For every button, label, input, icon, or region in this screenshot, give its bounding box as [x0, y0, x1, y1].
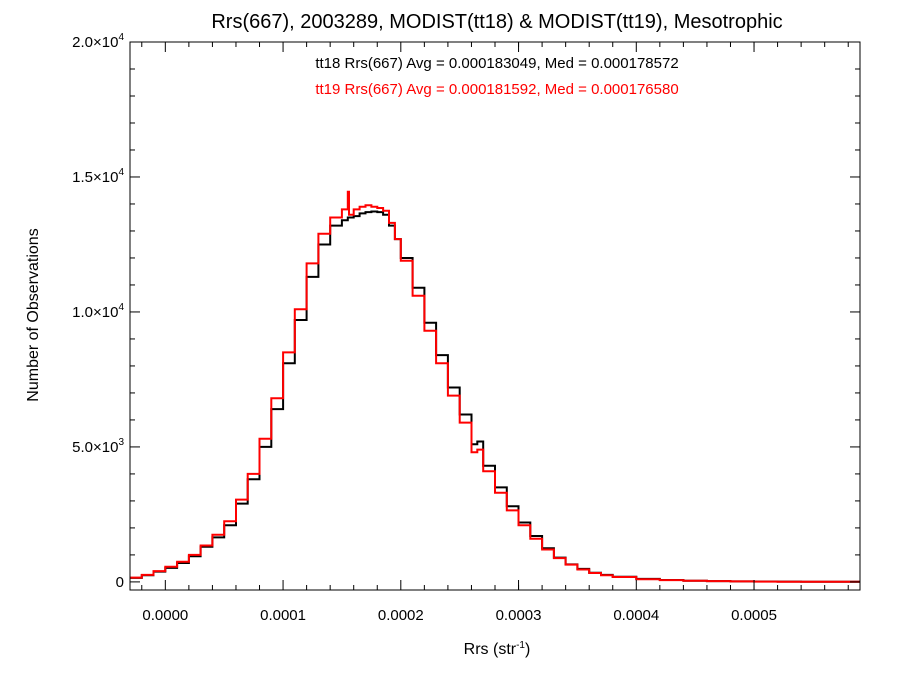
series-line-tt19	[130, 190, 860, 583]
y-tick-label: 0	[116, 574, 124, 591]
y-tick-label: 1.5×104	[72, 167, 124, 186]
x-tick-label: 0.0005	[731, 607, 777, 624]
y-axis-label: Number of Observations	[25, 228, 42, 401]
y-tick-label: 1.0×104	[72, 302, 124, 321]
annotation-tt18: tt18 Rrs(667) Avg = 0.000183049, Med = 0…	[315, 55, 678, 72]
series-line-tt18	[130, 210, 860, 583]
chart-title: Rrs(667), 2003289, MODIST(tt18) & MODIST…	[211, 11, 782, 33]
plot-frame	[129, 41, 861, 591]
series-layer	[130, 190, 860, 583]
x-tick-label: 0.0001	[260, 607, 306, 624]
y-tick-label: 5.0×103	[72, 437, 124, 456]
axes-layer: 0.0000 0.0001 0.0002 0.0003 0.0004 0.0005 0 5.0…	[72, 32, 861, 624]
x-axis-label: Rrs (str-1)	[464, 640, 531, 658]
x-tick-label: 0.0002	[378, 607, 424, 624]
x-tick-label: 0.0003	[496, 607, 542, 624]
x-tick-label: 0.0004	[613, 607, 659, 624]
annotation-tt19: tt19 Rrs(667) Avg = 0.000181592, Med = 0…	[315, 81, 678, 98]
x-tick-label: 0.0000	[142, 607, 188, 624]
y-tick-label: 2.0×104	[72, 32, 124, 51]
